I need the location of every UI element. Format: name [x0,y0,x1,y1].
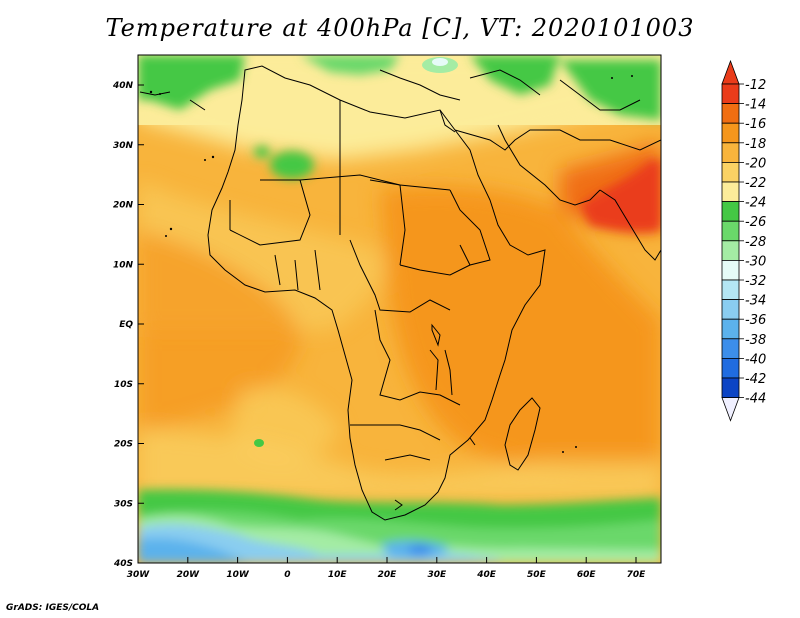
latitude-ticks: 40N 30N 20N 10N EQ 10S 20S 30S 40S [112,81,144,569]
colorbar-label: -12 [745,78,766,93]
colorbar-label: -16 [745,117,766,132]
colorbar-label: -18 [745,137,766,152]
colorbar-label: -26 [745,215,766,230]
coastlines [139,65,661,521]
lat-tick-label: 40N [112,81,134,91]
colorbar-label: -22 [745,176,766,191]
credit-label: GrADS: IGES/COLA [6,603,100,613]
colorbar-swatch [721,201,740,222]
colorbar-swatch [721,83,740,105]
colorbar-label: -20 [745,156,766,171]
colorbar-swatch [721,338,740,359]
lat-tick-label: 40S [113,559,133,569]
colorbar-label: -24 [745,196,766,211]
colorbar-bottom-triangle [721,397,740,422]
lon-tick-label: 20E [378,570,398,580]
lon-tick-label: 70E [627,570,647,580]
colorbar-label: -14 [745,98,766,113]
lat-tick-label: EQ [119,320,133,330]
colorbar-label: -32 [745,274,766,289]
lat-tick-label: 30N [113,141,134,151]
colorbar-label: -28 [745,235,766,250]
colorbar-label: -44 [745,392,766,407]
plot-frame [137,54,662,564]
colorbar-swatch [721,103,740,124]
lon-tick-label: 10W [226,570,250,580]
colorbar-swatch [721,318,740,340]
colorbar-swatch [721,122,740,144]
lon-tick-label: 50E [527,570,547,580]
lon-tick-label: 0 [284,570,290,580]
lon-tick-label: 30W [127,570,151,580]
colorbar-swatch [721,161,740,183]
colorbar-swatch [721,377,740,399]
lon-tick-label: 30E [427,570,447,580]
colorbar-swatch [721,142,740,163]
colorbar-swatch [721,279,740,301]
colorbar-swatch [721,259,740,281]
lon-tick-label: 60E [577,570,597,580]
colorbar-swatch [721,220,740,242]
colorbar-label: -36 [745,313,766,328]
lat-tick-label: 20N [113,201,134,211]
colorbar: -12 -14 -16 -18 -20 -22 -24 -26 -28 -30 -32 -34 -36 -… [721,59,766,422]
colorbar-swatch [721,357,740,379]
islands [149,75,633,453]
lon-tick-label: 40E [476,570,497,580]
colorbar-label: -42 [745,372,766,387]
map-title: Temperature at 400hPa [C], VT: 202010100… [105,14,695,42]
lon-tick-label: 20W [177,570,201,580]
lat-tick-label: 30S [114,499,133,509]
colorbar-top-triangle [721,59,740,85]
lat-tick-label: 10N [113,260,134,270]
lat-tick-label: 20S [114,440,133,450]
colorbar-swatch [721,240,740,261]
temperature-field [138,55,661,563]
colorbar-label: -38 [745,333,766,348]
colorbar-label: -30 [745,254,766,269]
lon-tick-label: 10E [328,570,348,580]
colorbar-swatch [721,181,740,203]
colorbar-label: -40 [745,352,766,367]
lat-tick-label: 10S [114,380,133,390]
longitude-ticks: 30W 20W 10W 0 10E 20E 30E 40E 50E 60E 70E [127,557,646,580]
colorbar-swatch [721,299,740,320]
colorbar-label: -34 [745,294,766,309]
